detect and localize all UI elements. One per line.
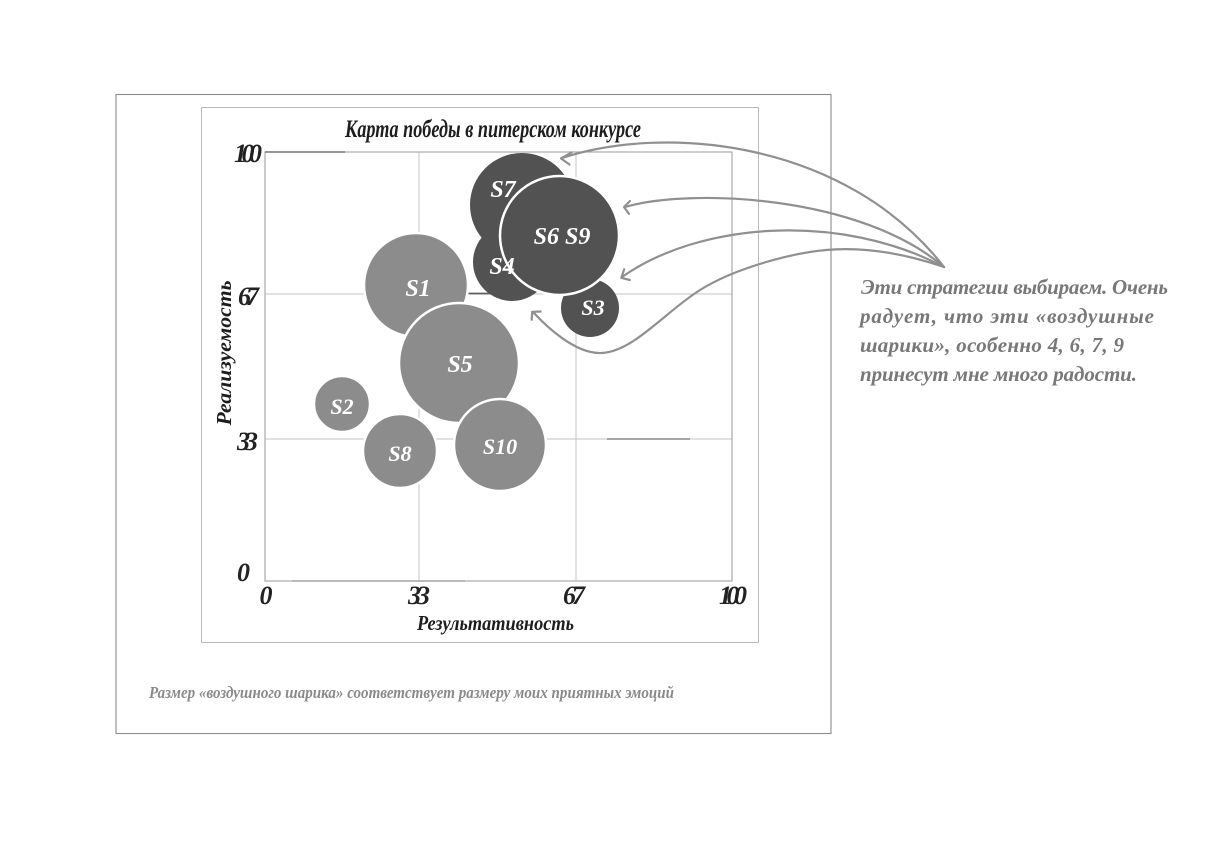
svg-text:S2: S2 — [330, 394, 353, 419]
svg-text:33: 33 — [236, 427, 258, 456]
svg-text:33: 33 — [407, 581, 430, 610]
svg-text:принесут мне много радости.: принесут мне много радости. — [860, 362, 1137, 386]
svg-text:Реализуемость: Реализуемость — [212, 281, 236, 427]
svg-text:0: 0 — [237, 558, 250, 587]
svg-text:67: 67 — [563, 581, 586, 610]
svg-text:S10: S10 — [483, 434, 517, 459]
svg-text:S4: S4 — [489, 254, 514, 280]
svg-text:Размер «воздушного шарика» соо: Размер «воздушного шарика» соответствует… — [148, 683, 674, 702]
svg-text:S7: S7 — [490, 177, 516, 203]
svg-text:100: 100 — [719, 581, 747, 610]
svg-text:67: 67 — [238, 282, 260, 311]
svg-text:S1: S1 — [405, 276, 430, 302]
svg-text:шарики», особенно 4, 6, 7, 9: шарики», особенно 4, 6, 7, 9 — [860, 333, 1125, 357]
svg-text:0: 0 — [260, 581, 273, 610]
svg-text:S8: S8 — [388, 441, 411, 466]
svg-text:S5: S5 — [447, 352, 472, 378]
svg-text:S6 S9: S6 S9 — [534, 224, 591, 250]
svg-text:радует, что эти «воздушные: радует, что эти «воздушные — [858, 304, 1154, 328]
svg-text:S3: S3 — [581, 295, 604, 320]
svg-text:Результативность: Результативность — [416, 611, 574, 635]
svg-text:Эти стратегии выбираем. Очень: Эти стратегии выбираем. Очень — [861, 275, 1168, 299]
svg-text:100: 100 — [234, 139, 262, 168]
svg-text:Карта победы в питерском конку: Карта победы в питерском конкурсе — [344, 116, 641, 143]
